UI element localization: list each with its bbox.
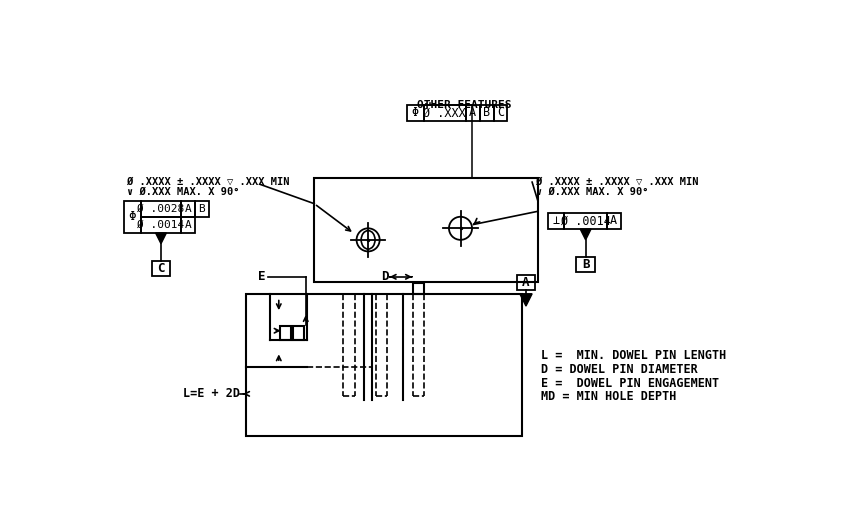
Polygon shape (156, 233, 167, 244)
Text: B: B (581, 258, 589, 271)
Bar (480, 105, 493, 120)
Bar (413, 283, 424, 294)
Text: MD = MIN HOLE DEPTH: MD = MIN HOLE DEPTH (542, 391, 677, 403)
Bar (517, 275, 535, 290)
Bar (181, 201, 195, 217)
Text: L=E + 2D: L=E + 2D (183, 388, 240, 401)
Bar (195, 201, 209, 217)
Text: A: A (185, 220, 191, 230)
Bar (293, 326, 304, 340)
Bar (152, 260, 170, 276)
Text: E: E (258, 270, 266, 283)
Bar (548, 213, 564, 229)
Text: A: A (522, 276, 530, 289)
Bar (607, 213, 620, 229)
Bar (141, 201, 181, 217)
Text: ⊥: ⊥ (552, 214, 560, 228)
Text: E =  DOWEL PIN ENGAGEMENT: E = DOWEL PIN ENGAGEMENT (542, 377, 720, 390)
Text: Ø .0014: Ø .0014 (561, 214, 611, 228)
Bar (280, 326, 291, 340)
Bar (493, 105, 507, 120)
Text: C: C (497, 106, 504, 119)
Text: Ø .XXXX ± .XXXX ▽ .XXX MIN: Ø .XXXX ± .XXXX ▽ .XXX MIN (127, 177, 289, 187)
Bar (181, 217, 195, 233)
Text: D: D (381, 270, 388, 283)
Text: Φ: Φ (129, 210, 137, 223)
Text: A: A (610, 214, 617, 228)
Polygon shape (581, 229, 591, 240)
Text: Ø .0028: Ø .0028 (137, 203, 185, 214)
Bar (466, 105, 480, 120)
Text: D = DOWEL PIN DIAMETER: D = DOWEL PIN DIAMETER (542, 363, 698, 376)
Text: A: A (469, 106, 476, 119)
Text: A: A (185, 203, 191, 214)
Text: OTHER FEATURES: OTHER FEATURES (417, 100, 511, 110)
Text: Ø .XXX: Ø .XXX (423, 106, 466, 119)
Bar (407, 105, 423, 120)
Text: C: C (157, 262, 165, 275)
Text: Ø .0014: Ø .0014 (137, 220, 185, 230)
Text: ∨ Ø.XXX MAX. X 90°: ∨ Ø.XXX MAX. X 90° (127, 187, 239, 197)
Text: Ø .XXXX ± .XXXX ▽ .XXX MIN: Ø .XXXX ± .XXXX ▽ .XXX MIN (536, 177, 698, 187)
Text: B: B (199, 203, 205, 214)
Bar (314, 178, 537, 282)
Bar (141, 217, 181, 233)
Text: ∨ Ø.XXX MAX. X 90°: ∨ Ø.XXX MAX. X 90° (536, 187, 649, 197)
Bar (124, 201, 141, 233)
Text: L =  MIN. DOWEL PIN LENGTH: L = MIN. DOWEL PIN LENGTH (542, 349, 727, 362)
Bar (576, 257, 595, 272)
Bar (246, 294, 522, 436)
Bar (564, 213, 607, 229)
Text: Φ: Φ (411, 106, 419, 119)
Text: B: B (483, 106, 490, 119)
Polygon shape (520, 294, 532, 306)
Bar (423, 105, 466, 120)
